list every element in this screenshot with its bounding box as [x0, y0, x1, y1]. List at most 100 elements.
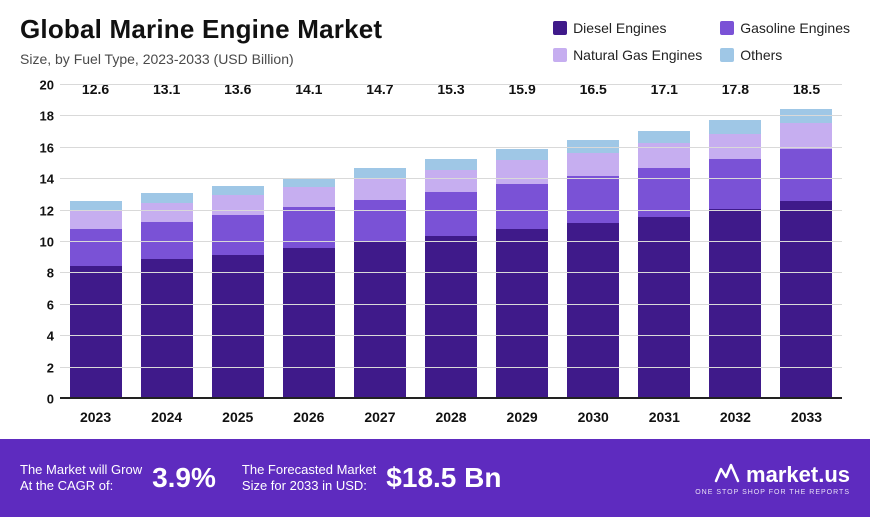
gridline — [60, 115, 842, 116]
bar-segment-natgas — [212, 195, 264, 215]
gridline — [60, 178, 842, 179]
bar-segment-gasoline — [709, 159, 761, 209]
chart-subtitle: Size, by Fuel Type, 2023-2033 (USD Billi… — [20, 51, 382, 67]
bar-column: 13.1 — [131, 85, 202, 399]
cagr-value: 3.9% — [152, 462, 216, 494]
bar-segment-natgas — [141, 203, 193, 222]
bar-total-label: 15.3 — [437, 81, 464, 155]
bar-segment-gasoline — [212, 215, 264, 254]
bar-column: 17.1 — [629, 85, 700, 399]
y-tick-label: 2 — [20, 360, 54, 375]
gridline — [60, 241, 842, 242]
y-tick-label: 0 — [20, 392, 54, 407]
legend-item: Diesel Engines — [553, 16, 702, 40]
footer-strip: The Market will GrowAt the CAGR of: 3.9%… — [0, 439, 870, 517]
plot-area: 12.613.113.614.114.715.315.916.517.117.8… — [60, 85, 842, 399]
bar-total-label: 13.1 — [153, 81, 180, 189]
y-axis: 02468101214161820 — [20, 85, 60, 399]
bar-total-label: 15.9 — [508, 81, 535, 145]
bar-column: 18.5 — [771, 85, 842, 399]
bar-stack — [638, 131, 690, 399]
bar-total-label: 13.6 — [224, 81, 251, 181]
bar-column: 14.1 — [273, 85, 344, 399]
gridline — [60, 147, 842, 148]
gridline — [60, 272, 842, 273]
bar-segment-diesel — [212, 255, 264, 399]
x-tick-label: 2030 — [558, 399, 629, 439]
bar-segment-others — [638, 131, 690, 144]
x-tick-label: 2026 — [273, 399, 344, 439]
bar-segment-others — [425, 159, 477, 170]
x-tick-label: 2023 — [60, 399, 131, 439]
bar-total-label: 17.1 — [651, 81, 678, 127]
x-tick-label: 2024 — [131, 399, 202, 439]
y-tick-label: 16 — [20, 140, 54, 155]
cagr-label: The Market will GrowAt the CAGR of: — [20, 462, 142, 495]
bar-column: 15.9 — [487, 85, 558, 399]
bar-segment-diesel — [567, 223, 619, 399]
bar-segment-natgas — [425, 170, 477, 192]
header: Global Marine Engine Market Size, by Fue… — [0, 0, 870, 67]
bar-segment-natgas — [780, 123, 832, 150]
bar-segment-natgas — [567, 153, 619, 177]
bar-segment-others — [141, 193, 193, 202]
bar-stack — [709, 120, 761, 399]
bar-stack — [780, 109, 832, 399]
bar-segment-diesel — [354, 242, 406, 399]
bar-total-label: 14.7 — [366, 81, 393, 164]
bar-segment-gasoline — [70, 229, 122, 265]
bar-total-label: 17.8 — [722, 81, 749, 116]
gridline — [60, 84, 842, 85]
bar-segment-others — [212, 186, 264, 195]
bar-total-label: 12.6 — [82, 81, 109, 197]
brand-block: market.us ONE STOP SHOP FOR THE REPORTS — [695, 461, 850, 496]
x-tick-label: 2032 — [700, 399, 771, 439]
forecast-label: The Forecasted MarketSize for 2033 in US… — [242, 462, 376, 495]
bar-stack — [70, 201, 122, 399]
bar-column: 16.5 — [558, 85, 629, 399]
chart-title: Global Marine Engine Market — [20, 14, 382, 45]
title-block: Global Marine Engine Market Size, by Fue… — [20, 14, 382, 67]
legend-item: Others — [720, 44, 850, 68]
legend: Diesel Engines Gasoline Engines Natural Ga… — [553, 14, 850, 67]
legend-swatch — [553, 21, 567, 35]
x-tick-label: 2029 — [487, 399, 558, 439]
cagr-block: The Market will GrowAt the CAGR of: 3.9% — [20, 462, 216, 495]
gridline — [60, 210, 842, 211]
y-tick-label: 20 — [20, 78, 54, 93]
x-axis: 2023202420252026202720282029203020312032… — [60, 399, 842, 439]
bar-segment-natgas — [283, 187, 335, 207]
bar-total-label: 16.5 — [580, 81, 607, 136]
legend-label: Others — [740, 47, 782, 63]
bar-segment-others — [709, 120, 761, 134]
gridline — [60, 367, 842, 368]
y-tick-label: 18 — [20, 109, 54, 124]
y-tick-label: 14 — [20, 172, 54, 187]
bar-stack — [141, 193, 193, 399]
brand-icon — [714, 461, 740, 489]
y-tick-label: 4 — [20, 329, 54, 344]
gridline — [60, 335, 842, 336]
bar-segment-diesel — [425, 236, 477, 399]
legend-swatch — [553, 48, 567, 62]
forecast-value: $18.5 Bn — [386, 462, 501, 494]
y-tick-label: 6 — [20, 297, 54, 312]
bar-segment-diesel — [638, 217, 690, 399]
forecast-block: The Forecasted MarketSize for 2033 in US… — [242, 462, 502, 495]
bar-stack — [496, 149, 548, 399]
legend-label: Gasoline Engines — [740, 20, 850, 36]
legend-label: Natural Gas Engines — [573, 47, 702, 63]
brand-tagline: ONE STOP SHOP FOR THE REPORTS — [695, 489, 850, 496]
bar-stack — [425, 159, 477, 399]
x-axis-line — [60, 397, 842, 399]
bar-column: 12.6 — [60, 85, 131, 399]
bar-column: 15.3 — [415, 85, 486, 399]
bar-stack — [354, 168, 406, 399]
bars-container: 12.613.113.614.114.715.315.916.517.117.8… — [60, 85, 842, 399]
brand-logo: market.us — [714, 461, 850, 489]
bar-segment-diesel — [496, 229, 548, 399]
bar-segment-diesel — [70, 266, 122, 399]
bar-segment-natgas — [70, 211, 122, 230]
chart-area: 02468101214161820 12.613.113.614.114.715… — [0, 67, 870, 439]
bar-total-label: 14.1 — [295, 81, 322, 174]
